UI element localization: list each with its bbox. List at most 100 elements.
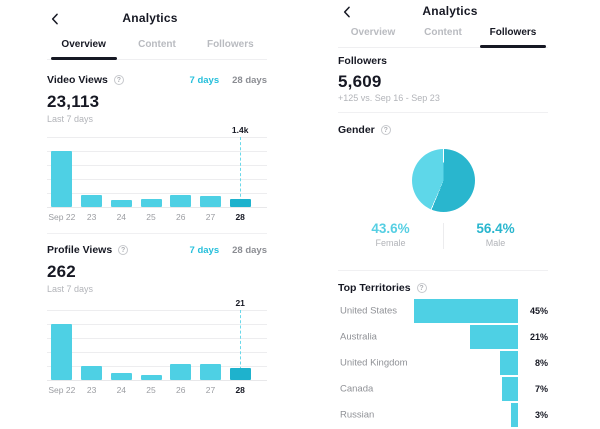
nav-bar: Analytics xyxy=(300,0,600,20)
bar-24[interactable] xyxy=(110,200,132,207)
video-views-subtitle: Last 7 days xyxy=(47,114,94,124)
x-label-23: 23 xyxy=(86,385,97,395)
bar-slot-25 xyxy=(136,137,166,207)
bar-27[interactable] xyxy=(199,195,221,207)
chart-bars: 1.4k xyxy=(47,125,255,207)
page-title: Analytics xyxy=(422,4,478,18)
bar-26[interactable] xyxy=(170,364,192,380)
female-label: Female xyxy=(375,238,406,248)
tab-followers[interactable]: Followers xyxy=(206,39,254,50)
selected-value-label: 21 xyxy=(235,298,245,308)
x-label-25: 25 xyxy=(146,212,156,222)
followers-delta: +125 vs. Sep 16 - Sep 23 xyxy=(338,93,440,103)
territory-percentage-canada: 7% xyxy=(534,384,548,394)
territory-bar-united-states xyxy=(414,299,518,323)
territory-label-russian: Russian xyxy=(340,409,375,421)
female-stat: 43.6% Female xyxy=(338,221,443,248)
bar-28[interactable] xyxy=(229,198,251,207)
bar-23[interactable] xyxy=(81,194,103,207)
territory-row-russian: Russian 3% xyxy=(338,402,548,428)
selected-value-label: 1.4k xyxy=(231,125,249,135)
back-icon[interactable] xyxy=(340,5,354,19)
x-label-sep-22: Sep 22 xyxy=(48,212,76,222)
territory-percentage-united-states: 45% xyxy=(529,306,548,316)
followers-total: 5,609 xyxy=(338,72,382,91)
bar-slot-sep-22 xyxy=(47,137,77,207)
tab-overview[interactable]: Overview xyxy=(350,27,396,38)
bar-23[interactable] xyxy=(81,366,103,380)
overview-screen: Analytics Overview Content Followers Vid… xyxy=(0,0,300,429)
video-views-total: 23,113 xyxy=(47,92,100,111)
video-views-chart: 1.4k Sep 22 23 24 25 26 27 28 xyxy=(47,125,267,222)
tab-bar: Overview Content Followers xyxy=(47,39,267,60)
territory-row-australia: Australia 21% xyxy=(338,324,548,350)
territory-bar-russian xyxy=(511,403,518,427)
bar-slot-26 xyxy=(166,137,196,207)
info-icon[interactable] xyxy=(416,283,427,293)
back-icon[interactable] xyxy=(48,12,62,26)
territories-title-text: Top Territories xyxy=(338,282,411,294)
video-views-header: Video Views 7 days 28 days xyxy=(47,74,267,86)
territory-percentage-australia: 21% xyxy=(529,332,548,342)
territory-percentage-russian: 3% xyxy=(534,410,548,420)
range-28-days[interactable]: 28 days xyxy=(232,244,267,256)
territories-section-title: Top Territories xyxy=(338,282,548,294)
territory-bar-canada xyxy=(501,377,518,401)
bar-slot-sep-22 xyxy=(47,310,77,380)
territories-chart: United States 45% Australia 21% United Kingd… xyxy=(338,298,548,428)
x-axis: Sep 22 23 24 25 26 27 28 xyxy=(47,212,255,222)
section-divider xyxy=(47,233,267,234)
bar-26[interactable] xyxy=(170,195,192,207)
info-icon[interactable] xyxy=(380,125,391,135)
range-28-days[interactable]: 28 days xyxy=(232,74,267,86)
selected-date-dashed-line xyxy=(240,310,242,380)
gender-title-text: Gender xyxy=(338,124,375,136)
territory-row-united-states: United States 45% xyxy=(338,298,548,324)
territory-percentage-united-kingdom: 8% xyxy=(534,358,548,368)
bar-slot-27 xyxy=(196,137,226,207)
tab-followers[interactable]: Followers xyxy=(478,27,548,47)
profile-views-header: Profile Views 7 days 28 days xyxy=(47,244,267,256)
x-label-26: 26 xyxy=(176,385,186,395)
bar-27[interactable] xyxy=(199,364,221,380)
x-label-sep-22: Sep 22 xyxy=(48,385,76,395)
bar-25[interactable] xyxy=(140,374,162,380)
x-label-24: 24 xyxy=(116,212,127,222)
bar-slot-26 xyxy=(166,310,196,380)
tab-content[interactable]: Content xyxy=(424,27,462,38)
territory-row-canada: Canada 7% xyxy=(338,376,548,402)
bar-slot-24 xyxy=(106,310,136,380)
info-icon[interactable] xyxy=(113,75,124,85)
bar-sep-22[interactable] xyxy=(51,324,73,380)
gender-pie-chart xyxy=(411,149,475,212)
bar-24[interactable] xyxy=(110,372,132,380)
bar-slot-28: 1.4k xyxy=(225,125,255,207)
bar-sep-22[interactable] xyxy=(51,151,73,207)
territory-label-australia: Australia xyxy=(340,331,377,343)
x-label-24: 24 xyxy=(116,385,127,395)
range-7-days[interactable]: 7 days xyxy=(189,74,220,86)
x-label-25: 25 xyxy=(146,385,156,395)
bar-slot-25 xyxy=(136,310,166,380)
profile-views-chart: 21 Sep 22 23 24 25 26 27 28 xyxy=(47,298,267,395)
tab-overview[interactable]: Overview xyxy=(47,39,120,59)
info-icon[interactable] xyxy=(118,245,129,255)
followers-screen: Analytics Overview Content Followers Fol… xyxy=(300,0,600,429)
chart-plot-area: 1.4k xyxy=(47,125,267,208)
x-label-23: 23 xyxy=(86,212,97,222)
followers-section-title: Followers xyxy=(338,55,548,67)
bar-28[interactable] xyxy=(229,368,251,380)
bar-slot-28: 21 xyxy=(225,298,255,380)
profile-views-title: Profile Views xyxy=(47,244,113,256)
x-label-27: 27 xyxy=(205,212,216,222)
range-7-days[interactable]: 7 days xyxy=(189,244,220,256)
tab-content[interactable]: Content xyxy=(138,39,176,50)
x-axis: Sep 22 23 24 25 26 27 28 xyxy=(47,385,255,395)
gender-stats: 43.6% Female 56.4% Male xyxy=(338,221,548,249)
range-toggle: 7 days 28 days xyxy=(190,75,267,86)
bar-25[interactable] xyxy=(140,198,162,207)
x-label-27: 27 xyxy=(205,385,216,395)
video-views-title: Video Views xyxy=(47,74,108,86)
territory-bar-australia xyxy=(469,325,518,349)
x-label-28: 28 xyxy=(235,212,245,222)
